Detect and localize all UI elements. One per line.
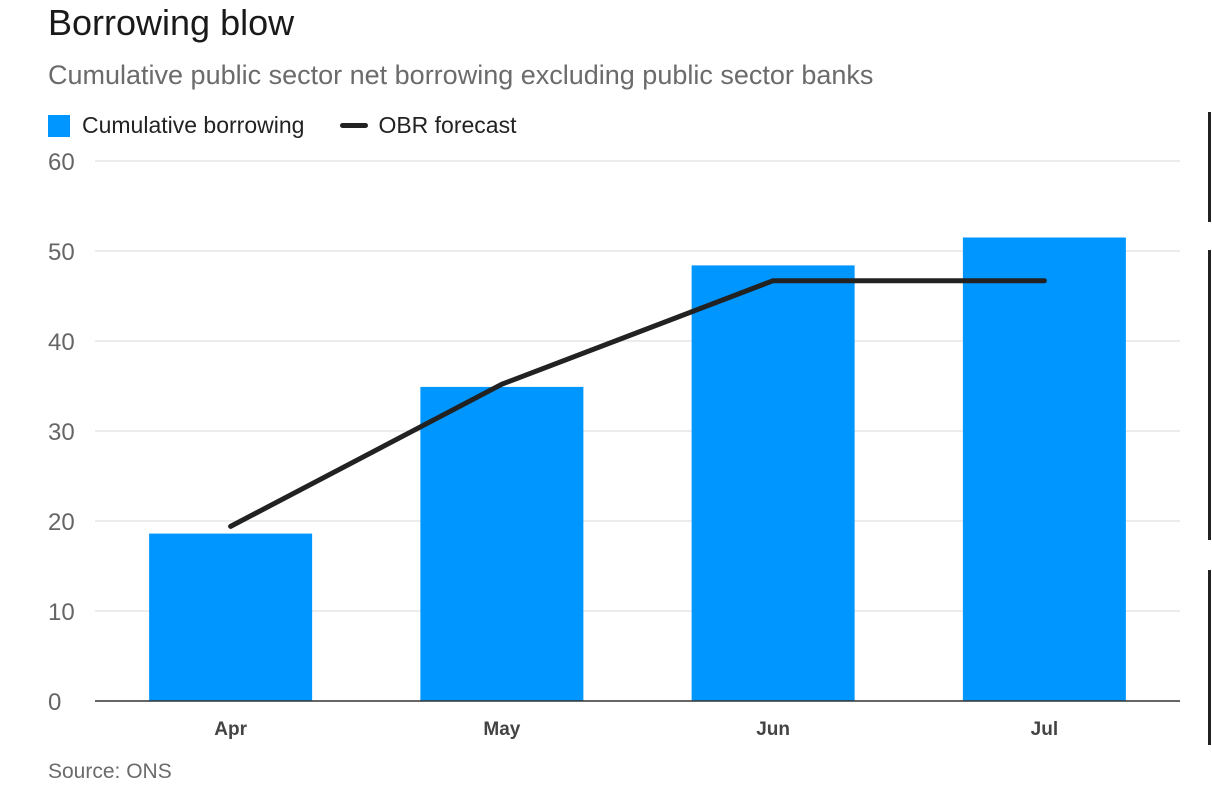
legend-label-line: OBR forecast — [378, 112, 517, 138]
x-tick-label: Jul — [1031, 719, 1058, 740]
bar-apr — [149, 533, 313, 701]
bar-may — [420, 386, 584, 701]
y-tick-label: 40 — [48, 329, 75, 356]
y-tick-label: 0 — [48, 689, 61, 716]
x-tick-label: Apr — [214, 719, 247, 740]
y-tick-label: 10 — [48, 599, 75, 626]
x-tick-label: May — [483, 719, 520, 740]
y-tick-label: 30 — [48, 419, 75, 446]
bar-jun — [691, 265, 855, 701]
edge-divider — [1208, 112, 1211, 222]
legend-swatch-line — [340, 123, 369, 128]
legend-swatch-bars — [48, 114, 70, 137]
y-tick-label: 60 — [48, 149, 75, 176]
edge-divider — [1208, 250, 1211, 540]
chart-title: Borrowing blow — [48, 2, 295, 43]
x-tick-label: Jun — [756, 719, 790, 740]
legend-item-line: OBR forecast — [340, 112, 516, 139]
edge-divider — [1208, 570, 1211, 745]
legend-item-bars: Cumulative borrowing — [48, 112, 304, 139]
y-tick-label: 50 — [48, 239, 75, 266]
source-note: Source: ONS — [48, 760, 172, 783]
obr-forecast-line — [228, 278, 1047, 529]
bar-jul — [962, 237, 1126, 701]
y-tick-label: 20 — [48, 509, 75, 536]
legend: Cumulative borrowing OBR forecast — [48, 112, 552, 139]
legend-label-bars: Cumulative borrowing — [82, 112, 305, 138]
chart-subtitle: Cumulative public sector net borrowing e… — [48, 60, 874, 90]
